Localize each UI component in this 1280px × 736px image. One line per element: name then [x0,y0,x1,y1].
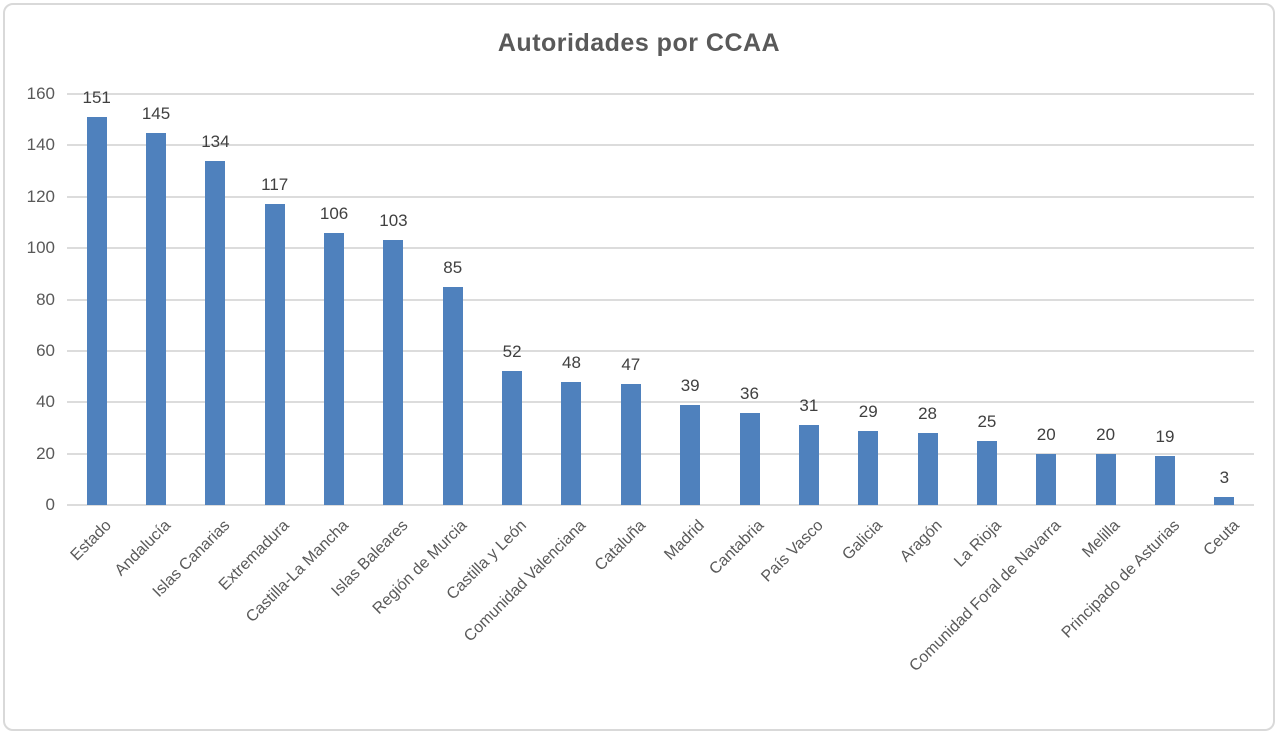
bar-value-label: 3 [1219,468,1230,488]
x-axis-tick-label: Galicia [839,517,887,564]
bar-value-label: 47 [621,355,641,375]
x-axis-tick-label: La Rioja [951,517,1005,571]
y-axis-tick-label: 140 [26,135,55,155]
chart-canvas: Autoridades por CCAA 0 20 40 60 80 100 120 140 1… [3,3,1275,731]
bar-value-label: 20 [1096,424,1116,444]
bar [383,240,404,505]
gridline [67,298,1254,301]
bar-value-label: 134 [201,131,230,151]
gridline [67,452,1254,455]
gridline [67,247,1254,250]
bar-value-label: 36 [740,383,759,403]
x-axis-tick-label: Castilla-La Mancha [243,517,353,626]
bar-value-label: 25 [977,411,997,431]
gridline [67,93,1254,95]
y-axis-tick-label: 60 [36,340,55,360]
y-axis-tick-label: 20 [36,443,55,463]
x-axis-tick-label: Ceuta [1200,517,1243,560]
bar-value-label: 31 [799,396,819,416]
gridline [67,144,1254,147]
bar [739,412,760,505]
bar [680,404,701,505]
bar-value-label: 151 [82,88,111,108]
bar-value-label: 117 [261,175,289,195]
y-axis-tick-label: 100 [26,238,55,258]
x-axis-tick-label: Melilla [1079,517,1124,562]
bar [264,204,285,505]
chart-title: Autoridades por CCAA [497,29,781,57]
bar [324,232,345,505]
bar-value-label: 19 [1155,427,1175,447]
x-axis-tick-label: Madrid [661,517,709,564]
x-axis-tick-label: Comunidad Valenciana [461,517,590,646]
bar [442,286,463,505]
bar [1214,497,1235,505]
bar [1036,453,1057,505]
gridline [67,401,1254,404]
y-axis-tick-label: 120 [26,186,55,206]
bar [917,433,938,505]
bar-value-label: 52 [502,342,522,362]
bar-value-label: 28 [918,404,938,424]
bar-value-label: 20 [1036,424,1056,444]
bar [205,160,226,505]
y-axis-tick-label: 160 [26,84,55,103]
x-axis-tick-label: País Vasco [758,517,827,586]
bar [1095,453,1116,505]
bar [86,117,107,505]
bar [858,430,879,505]
gridline [67,349,1254,352]
x-axis-tick-label: Estado [67,517,115,565]
y-axis-tick-label: 0 [45,495,55,514]
bar [1154,456,1175,505]
x-axis-tick-label: Andalucía [111,517,175,580]
bar [620,384,641,505]
bar [798,425,819,505]
bar-value-label: 106 [319,203,349,223]
x-axis-tick-label: Cantabria [706,517,768,579]
y-axis-tick-label: 40 [36,392,55,412]
bar [502,371,523,505]
gridline [67,504,1254,506]
bar [976,440,997,505]
y-axis-tick-label: 80 [36,289,55,309]
bar-value-label: 145 [141,103,171,123]
x-axis-tick-label: Cataluña [591,517,649,575]
bar-value-label: 39 [680,375,700,395]
bar-value-label: 103 [379,211,408,231]
bar-value-label: 48 [562,352,581,372]
bar-value-label: 29 [858,401,878,421]
gridline [67,195,1254,198]
x-axis-tick-label: Aragón [897,517,946,566]
x-axis-tick-label: Principado de Asturias [1058,517,1184,642]
bar [146,132,167,505]
bar-value-label: 85 [443,257,463,277]
bar [561,381,582,505]
